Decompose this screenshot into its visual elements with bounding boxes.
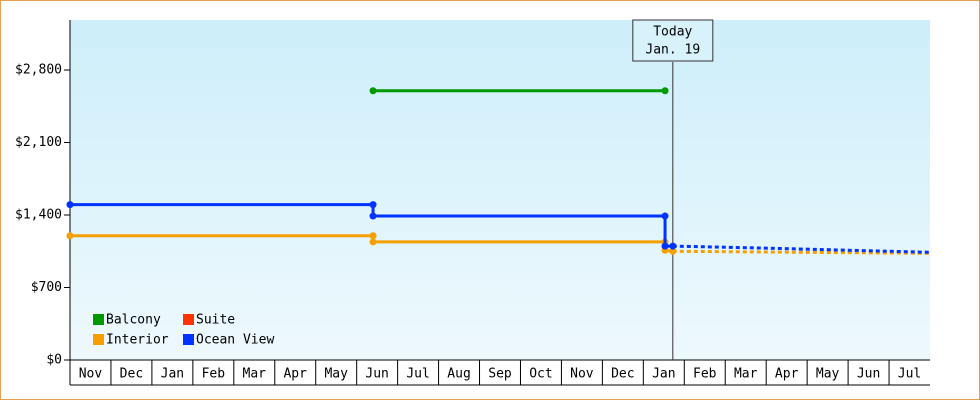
point [369,212,377,220]
x-tick-label: Jun [857,367,880,382]
x-tick-label: May [324,367,348,382]
x-tick-label: Jun [365,367,388,382]
legend-label: Ocean View [196,333,274,348]
x-tick-label: Jul [898,367,921,382]
legend-label: Interior [106,333,169,348]
point [369,87,377,95]
x-tick-label: Mar [243,367,267,382]
x-tick-label: Oct [529,367,552,382]
point [369,201,377,209]
point [66,201,74,209]
forecast-line [672,249,931,255]
point [661,87,669,95]
legend-label: Suite [196,313,235,328]
point [369,232,377,240]
legend-swatch [93,314,104,325]
point [66,232,74,240]
today-label: Today [653,25,692,40]
x-tick-label: Apr [283,367,307,382]
y-tick-label: $1,400 [15,208,62,223]
x-tick-label: Feb [202,367,226,382]
legend-swatch [93,334,104,345]
forecast-line [672,244,931,254]
y-tick-label: $2,800 [15,63,62,78]
x-tick-label: Nov [570,367,594,382]
legend-label: Balcony [106,313,161,328]
x-tick-label: Nov [79,367,103,382]
x-tick-label: Dec [120,367,143,382]
point [661,212,669,220]
y-tick-label: $0 [46,353,62,368]
x-tick-label: Jan [652,367,675,382]
x-tick-label: Dec [611,367,634,382]
x-tick-label: Jan [161,367,184,382]
legend-swatch [183,314,194,325]
x-tick-label: Mar [734,367,758,382]
x-tick-label: Sep [488,367,512,382]
y-tick-label: $700 [31,280,62,295]
x-tick-label: May [816,367,840,382]
point [661,242,669,250]
x-tick-label: Apr [775,367,799,382]
point [369,238,377,246]
today-date: Jan. 19 [645,43,700,58]
plot-area [70,20,930,360]
x-tick-label: Aug [447,367,470,382]
today-box [632,19,714,62]
x-tick-label: Feb [693,367,717,382]
x-tick-label: Jul [406,367,429,382]
legend-swatch [183,334,194,345]
y-tick-label: $2,100 [15,135,62,150]
